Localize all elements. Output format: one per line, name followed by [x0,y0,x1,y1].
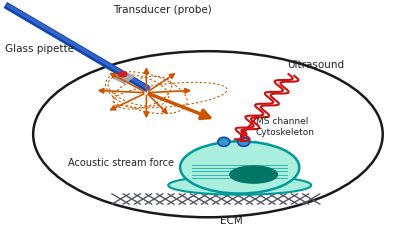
Ellipse shape [180,141,299,193]
Ellipse shape [218,137,230,146]
Bar [114,72,134,84]
Text: Glass pipette: Glass pipette [5,44,74,54]
Ellipse shape [33,51,383,217]
Text: ECM: ECM [220,216,243,226]
Text: Ultrasound: Ultrasound [287,60,344,70]
Ellipse shape [168,176,311,195]
Circle shape [118,72,127,77]
Ellipse shape [230,166,278,183]
Text: Transducer (probe): Transducer (probe) [113,5,211,15]
Text: MS channel
Cytoskeleton: MS channel Cytoskeleton [256,117,315,137]
Text: Acoustic stream force: Acoustic stream force [68,158,174,168]
Ellipse shape [238,137,250,146]
